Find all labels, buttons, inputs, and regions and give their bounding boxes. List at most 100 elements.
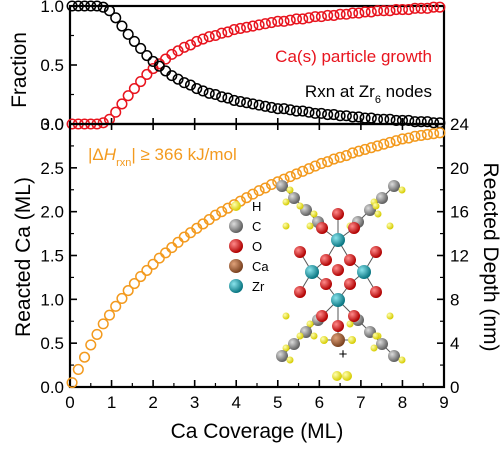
top-series-1-point [428,117,440,129]
top-series-0-point [178,41,190,53]
hydrogen-atom [386,222,394,230]
top-series-0-point [247,20,259,32]
carbon-atom [276,180,288,192]
top-series-1-point [178,77,190,89]
top-series-0-point [272,15,284,27]
reacted-ca-point [85,339,97,351]
x-tick-label: 1 [107,393,116,412]
calcium-atom [331,333,345,347]
x-tick-label: 9 [439,393,448,412]
reacted-ca-point [434,127,446,139]
hydrogen-atom-icon [231,201,241,211]
top-series-0-point [222,26,234,38]
top-series-0-point [216,27,228,39]
top-series-0-point [253,19,265,31]
y2-tick-label: 16 [450,203,469,222]
top-series-0-point [234,22,246,34]
top-series-1-point [403,114,415,127]
top-series-0-point [303,12,315,24]
top-series-1-point [128,35,140,47]
reacted-ca-point [421,128,433,141]
reacted-ca-point [315,157,327,169]
oxygen-atom [348,222,360,234]
bottom-y-axis-label: Reacted Ca (ML) [12,177,35,337]
carbon-atom [276,350,288,362]
top-series-0-point [97,117,109,129]
top-series-0-point [315,11,327,23]
top-series-0-point [378,5,390,17]
carbon-atom [288,338,300,350]
top-y-tick-label: 1.0 [40,0,64,16]
top-series-1-point [390,114,402,127]
carbon-atom [388,350,400,362]
top-series-0-point [141,68,153,80]
reacted-ca-point [365,142,377,154]
reacted-ca-point [209,209,221,221]
y2-tick-label: 4 [450,334,459,353]
hydrogen-atom [296,202,304,210]
reacted-ca-point [403,132,415,144]
reacted-ca-point [359,143,371,155]
reacted-ca-point [128,278,140,290]
oxygen-atom [344,254,356,266]
top-series-1-point [259,100,271,112]
hydrogen-atom [282,312,290,320]
top-series-1-point [66,0,78,12]
zirconium-atom-icon [229,279,243,293]
top-series-0-point [166,48,178,60]
reacted-ca-point [297,165,309,177]
carbon-atom [288,192,300,204]
hydrogen-atom [372,202,380,210]
top-series-0-point [209,29,221,42]
reacted-ca-point [371,140,384,152]
top-series-0-point [290,13,303,25]
oxygen-atom [294,286,306,298]
bottom-y2-axis-label: Reacted Depth (nm) [479,162,500,351]
hydrogen-atom [348,336,356,344]
top-series-1-point [72,0,84,12]
reacted-ca-point [347,147,359,159]
x-tick-label: 4 [231,393,240,412]
top-series-0-point [415,2,427,14]
oxygen-atom [294,246,306,258]
calcium-atom-icon [229,259,243,273]
hydrogen-atom [320,336,328,344]
top-series-1-point [359,112,371,124]
h2-molecule-atom [342,371,352,381]
bottom-y-tick-label: 1.5 [40,247,64,266]
bottom-y-tick-label: 2.5 [40,159,64,178]
hydrogen-atom [296,332,304,340]
reacted-ca-point [290,168,303,180]
reacted-ca-point [91,328,103,340]
hydrogen-atom [282,222,290,230]
top-series-0-point [340,8,352,20]
reacted-ca-point [409,130,421,142]
top-y-tick-label: 0.0 [40,115,64,134]
hydrogen-atom [310,210,318,218]
atom-legend-label: Ca [252,259,269,274]
top-series-1-point [166,70,178,82]
reacted-ca-point [353,145,365,157]
top-series-1-point [135,42,147,55]
top-series-1-point [334,110,346,122]
bottom-y-tick-label: 2.0 [40,203,64,222]
bottom-y-tick-label: 3.0 [40,115,64,134]
top-series-0-point [116,98,128,110]
reacted-ca-point [72,363,84,376]
top-series-1-point [322,109,334,121]
top-series-1-point [253,99,265,111]
top-series-0-point [297,13,309,25]
top-series-1-point [203,87,215,99]
reacted-ca-point [103,309,116,321]
hydrogen-atom [370,344,378,352]
top-series-0-point [265,16,278,29]
zirconium-atom [357,265,371,279]
top-series-0-point [128,83,140,95]
reacted-ca-point [66,377,78,389]
top-series-0-point [135,75,147,88]
y2-tick-label: 24 [450,115,469,134]
top-points [66,0,446,130]
reacted-ca-point [390,135,402,147]
hydrogen-atom [398,356,406,364]
top-series-1-point [353,111,365,123]
